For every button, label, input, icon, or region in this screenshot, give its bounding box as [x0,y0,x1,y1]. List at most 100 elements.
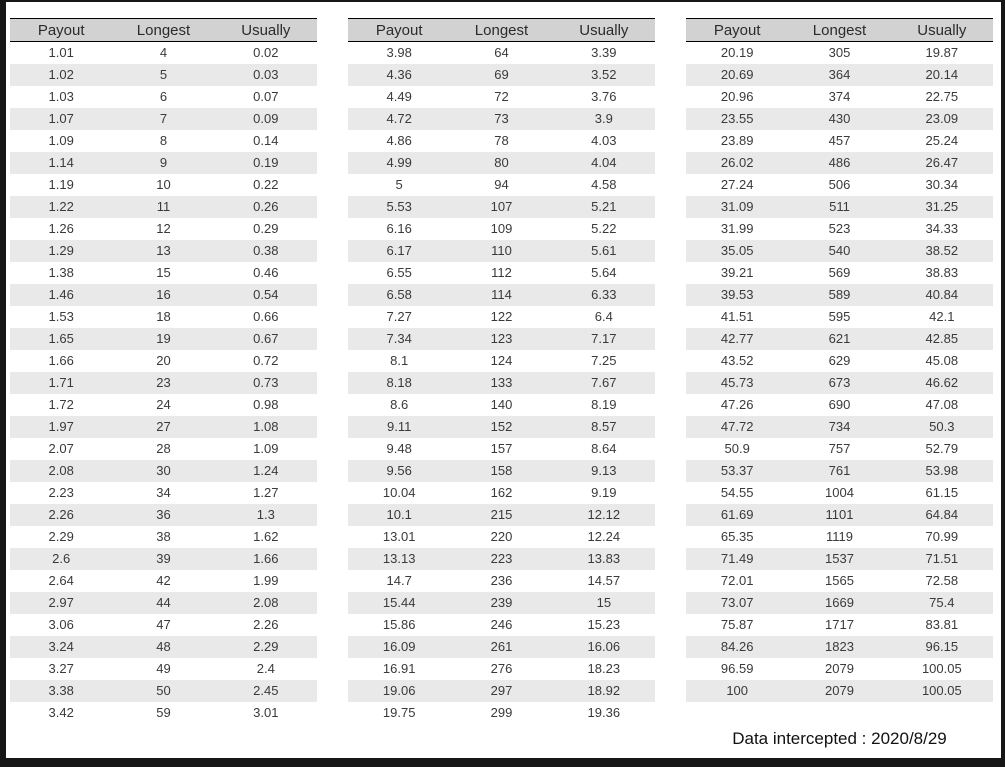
cell-usually: 45.08 [925,353,959,368]
cell-longest: 36 [156,507,171,522]
cell-payout: 6.16 [386,221,412,236]
cell-usually: 1.09 [253,441,279,456]
column-header-usually: Usually [214,18,317,42]
cell-payout: 2.97 [48,595,74,610]
cell-payout: 14.7 [386,573,412,588]
cell-longest: 757 [828,441,851,456]
data-intercepted-label: Data intercepted : 2020/8/29 [732,728,947,748]
cell-payout: 84.26 [720,639,754,654]
cell-longest: 305 [828,45,851,61]
table-row: 1.19 10 0.22 [10,174,317,196]
table-row: 1.09 8 0.14 [10,130,317,152]
cell-longest: 28 [156,441,171,456]
cell-payout: 1.72 [48,397,74,412]
table-row: 31.09 511 31.25 [686,195,993,218]
cell-payout: 7.34 [386,331,412,346]
cell-usually: 6.4 [594,309,613,324]
cell-payout: 15.86 [382,617,416,632]
cell-longest: 69 [494,67,509,82]
cell-usually: 1.62 [253,529,279,544]
table-row: 96.59 2079 100.05 [686,658,993,680]
cell-payout: 8.1 [390,353,409,368]
cell-usually: 26.47 [925,155,959,170]
cell-payout: 65.35 [720,529,754,544]
cell-usually: 3.39 [591,45,617,61]
cell-usually: 3.52 [591,67,617,82]
cell-longest: 30 [156,463,171,478]
table-row: 1.07 7 0.09 [10,107,317,130]
cell-usually: 46.62 [925,375,959,390]
table-row: 2.97 44 2.08 [10,591,317,614]
cell-usually: 47.08 [925,397,959,412]
page-background: Payout Longest Usually 1.01 4 0.02 1.02 5 0.03 1… [6,2,1001,758]
cell-usually: 7.67 [591,375,617,390]
cell-longest: 595 [828,309,851,324]
cell-payout: 1.97 [48,419,74,434]
cell-longest: 761 [828,463,851,478]
cell-longest: 8 [159,133,168,148]
cell-usually: 14.57 [587,573,621,588]
cell-payout: 16.09 [382,639,416,654]
table-row: 1.29 13 0.38 [10,239,317,262]
table-row: 3.98 64 3.39 [348,42,655,64]
cell-usually: 16.06 [587,639,621,654]
cell-usually: 30.34 [925,177,959,192]
cell-payout: 19.75 [382,705,416,720]
cell-payout: 100 [726,683,749,698]
cell-payout: 1.53 [48,309,74,324]
cell-payout: 5 [395,177,403,192]
payout-table-3: Payout Longest Usually 20.19 305 19.87 20.69 3… [686,18,993,702]
cell-longest: 47 [156,617,171,632]
table-row: 1.97 27 1.08 [10,415,317,438]
cell-payout: 4.72 [386,111,412,126]
table-row: 1.22 11 0.26 [10,195,317,218]
cell-longest: 621 [828,331,851,346]
cell-payout: 13.13 [382,551,416,566]
cell-longest: 629 [828,353,851,368]
cell-usually: 64.84 [925,507,959,522]
cell-longest: 430 [828,111,851,126]
cell-payout: 4.36 [386,67,412,82]
cell-usually: 100.05 [921,661,962,676]
table-row: 7.27 122 6.4 [348,306,655,328]
table-row: 3.06 47 2.26 [10,614,317,636]
cell-usually: 5.64 [591,265,617,280]
cell-longest: 261 [490,639,513,654]
cell-usually: 8.19 [591,397,617,412]
cell-longest: 110 [491,243,512,258]
cell-payout: 15.44 [382,595,416,610]
table-row: 43.52 629 45.08 [686,350,993,372]
cell-payout: 4.86 [386,133,412,148]
cell-longest: 44 [156,595,171,610]
cell-payout: 1.02 [48,67,74,82]
cell-longest: 48 [156,639,171,654]
cell-usually: 0.38 [253,243,279,258]
cell-longest: 114 [491,287,512,302]
cell-longest: 112 [491,265,512,280]
cell-longest: 13 [156,243,171,258]
cell-longest: 133 [490,375,513,390]
cell-longest: 158 [490,463,513,478]
footer-row: Data intercepted : 2020/8/29 [10,729,1001,749]
cell-usually: 8.57 [591,419,617,434]
table-row: 4.86 78 4.03 [348,130,655,152]
header-row: Payout Longest Usually [348,18,655,42]
cell-usually: 1.3 [256,507,275,522]
cell-payout: 2.07 [48,441,74,456]
table-row: 6.55 112 5.64 [348,262,655,284]
cell-usually: 75.4 [929,595,955,610]
table-row: 42.77 621 42.85 [686,327,993,350]
cell-longest: 540 [828,243,851,258]
table-row: 4.49 72 3.76 [348,86,655,108]
cell-usually: 7.25 [591,353,617,368]
cell-longest: 15 [156,265,171,280]
cell-usually: 53.98 [925,463,959,478]
cell-payout: 7.27 [386,309,412,324]
cell-longest: 1823 [825,639,854,654]
column-header-payout: Payout [686,18,789,42]
cell-payout: 43.52 [720,353,754,368]
column-header-longest: Longest [112,18,215,42]
cell-payout: 9.48 [386,441,412,456]
cell-longest: 1669 [825,595,854,610]
cell-longest: 78 [494,133,509,148]
